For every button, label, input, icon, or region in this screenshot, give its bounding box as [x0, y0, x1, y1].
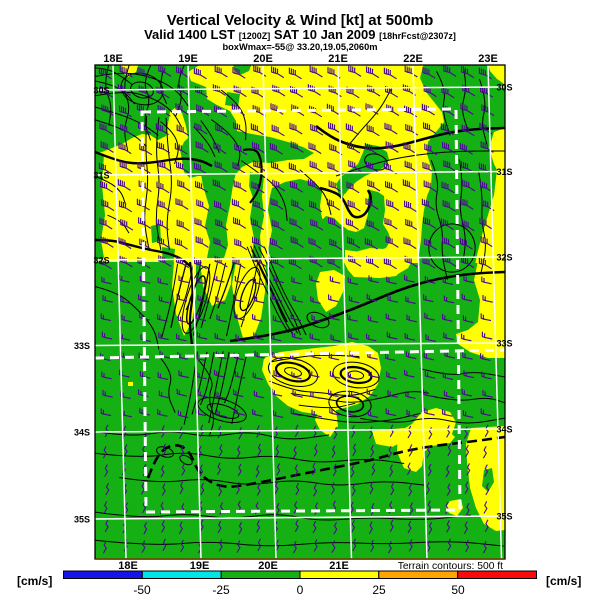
svg-text:31S: 31S	[497, 167, 513, 177]
svg-text:18E: 18E	[103, 53, 123, 65]
svg-text:30S: 30S	[497, 83, 513, 93]
svg-text:19E: 19E	[178, 53, 198, 65]
svg-text:Terrain contours: 500 ft: Terrain contours: 500 ft	[398, 561, 503, 572]
svg-text:22E: 22E	[403, 53, 423, 65]
svg-text:23E: 23E	[478, 53, 498, 65]
svg-text:35S: 35S	[74, 515, 90, 525]
svg-text:30S: 30S	[94, 86, 110, 96]
svg-text:33S: 33S	[497, 339, 513, 349]
svg-text:18E: 18E	[118, 560, 138, 572]
svg-text:boxWmax=-55@ 33.20,19.05,2060m: boxWmax=-55@ 33.20,19.05,2060m	[222, 42, 377, 52]
svg-text:31S: 31S	[94, 171, 110, 181]
svg-text:25: 25	[372, 583, 386, 597]
svg-text:[cm/s]: [cm/s]	[546, 574, 581, 588]
svg-text:35S: 35S	[497, 512, 513, 522]
svg-text:[cm/s]: [cm/s]	[17, 574, 52, 588]
svg-text:34S: 34S	[497, 425, 513, 435]
svg-text:32S: 32S	[94, 256, 110, 266]
svg-text:Valid 1400 LST [1200Z] SAT 10: Valid 1400 LST [1200Z] SAT 10 Jan 2009 […	[144, 27, 456, 42]
svg-text:-25: -25	[212, 583, 230, 597]
svg-text:21E: 21E	[329, 560, 349, 572]
svg-text:0: 0	[297, 583, 304, 597]
svg-text:33S: 33S	[74, 341, 90, 351]
svg-text:34S: 34S	[74, 428, 90, 438]
svg-text:20E: 20E	[253, 53, 273, 65]
svg-text:20E: 20E	[258, 560, 278, 572]
svg-text:21E: 21E	[328, 53, 348, 65]
svg-text:50: 50	[451, 583, 465, 597]
svg-text:32S: 32S	[497, 253, 513, 263]
svg-text:-50: -50	[133, 583, 151, 597]
svg-text:19E: 19E	[190, 560, 210, 572]
svg-text:Vertical Velocity & Wind [kt]: Vertical Velocity & Wind [kt] at 500mb	[167, 12, 434, 29]
